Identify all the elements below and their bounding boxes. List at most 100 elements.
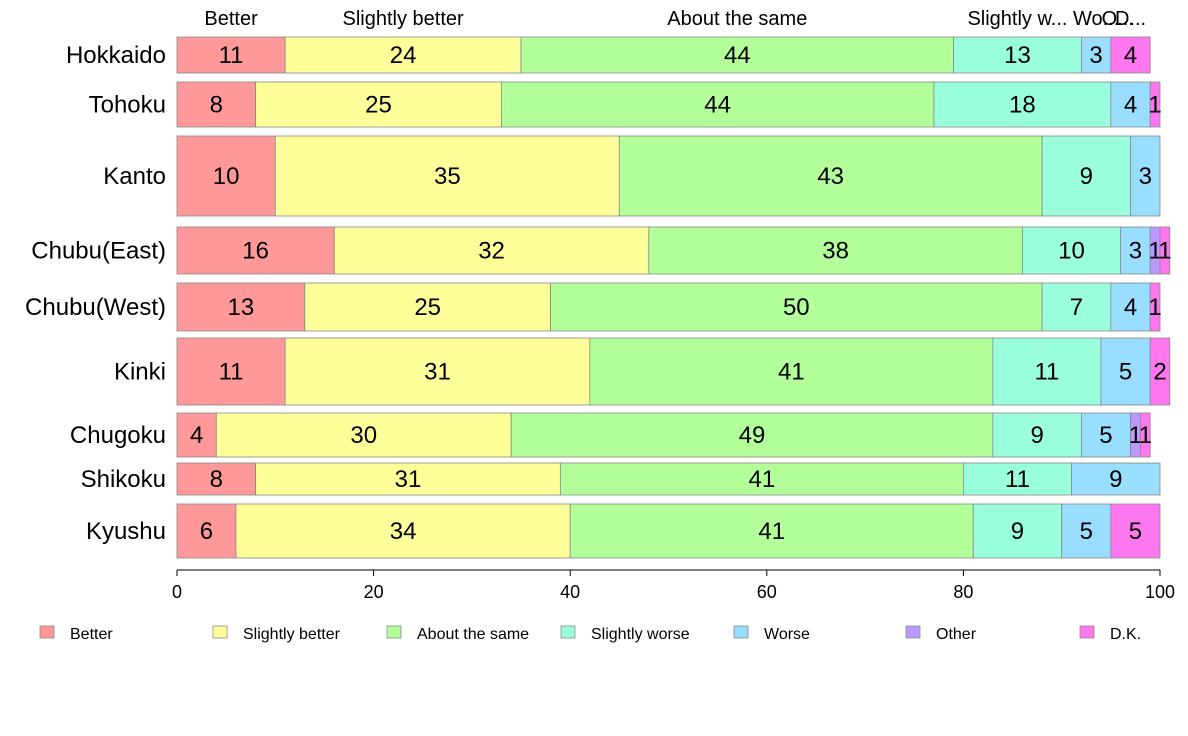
region-label: Chugoku — [70, 422, 166, 449]
data-label: 5 — [1129, 518, 1142, 545]
bar-segment — [500, 81, 935, 128]
data-label: 1 — [1148, 294, 1161, 321]
bar-segment — [648, 226, 1023, 275]
data-label: 31 — [424, 359, 451, 386]
legend-label: Better — [70, 626, 113, 643]
region-label: Tohoku — [89, 92, 166, 119]
data-label: 9 — [1030, 422, 1043, 449]
top-label: Better — [204, 8, 258, 30]
bar-segment — [176, 337, 286, 406]
data-label: 9 — [1080, 163, 1093, 190]
bar-segment — [1149, 282, 1161, 332]
legend-swatch — [1079, 625, 1095, 639]
data-label: 41 — [758, 518, 785, 545]
bar-segment — [618, 135, 1043, 217]
bar-segment — [1080, 36, 1112, 74]
data-label: 1 — [1129, 422, 1142, 449]
region-label: Kyushu — [86, 518, 166, 545]
bar-segment — [176, 503, 237, 559]
data-label: 35 — [434, 163, 461, 190]
bar-row: Chubu(West) 13 25 50 7 4 1 — [25, 282, 1162, 332]
data-label: 30 — [350, 422, 377, 449]
legend-label: Other — [936, 626, 977, 643]
legend-label: Slightly worse — [591, 626, 690, 643]
bar-segment — [520, 36, 954, 74]
data-label: 7 — [1070, 294, 1083, 321]
bar-segment — [1071, 462, 1161, 496]
bar-segment — [255, 462, 561, 496]
bar-segment — [510, 412, 994, 458]
data-label: 10 — [1058, 238, 1085, 265]
data-label: 9 — [1011, 518, 1024, 545]
data-label: 9 — [1109, 466, 1122, 493]
data-label: 32 — [478, 238, 505, 265]
bar-segment — [1080, 412, 1131, 458]
data-label: 1 — [1139, 422, 1152, 449]
data-label: 2 — [1153, 359, 1166, 386]
bar-segment — [1061, 503, 1112, 559]
legend-swatch — [560, 625, 576, 639]
bar-row: Kyushu 6 34 41 9 5 5 — [86, 503, 1161, 559]
bar-segment — [1110, 282, 1151, 332]
data-label: 8 — [210, 466, 223, 493]
bar-segment — [176, 81, 257, 128]
bar-row: Chubu(East) 16 32 38 10 3 11 — [31, 226, 1172, 275]
legend-swatch — [905, 625, 921, 639]
top-label: D... — [1115, 8, 1146, 30]
data-label: 1 — [1148, 238, 1161, 265]
legend-swatch — [733, 625, 749, 639]
legend-label: About the same — [417, 626, 529, 643]
data-label: 41 — [778, 359, 805, 386]
x-tick-label: 40 — [560, 582, 580, 602]
legend-item: About the same — [386, 625, 529, 643]
region-label: Kinki — [114, 359, 166, 386]
bar-segment — [559, 462, 964, 496]
legend-item: D.K. — [1079, 625, 1141, 643]
bar-row: Kanto 10 35 43 9 3 — [103, 135, 1161, 217]
bar-row: Shikoku 8 31 41 11 9 — [81, 462, 1161, 496]
data-label: 25 — [414, 294, 441, 321]
legend-label: Slightly better — [243, 626, 341, 643]
data-label: 38 — [822, 238, 849, 265]
data-label: 41 — [749, 466, 776, 493]
legend-label: Worse — [764, 626, 810, 643]
data-label: 3 — [1129, 238, 1142, 265]
legend-swatch — [212, 625, 228, 639]
data-label: 43 — [817, 163, 844, 190]
bar-segment — [1130, 135, 1161, 217]
data-label: 16 — [242, 238, 269, 265]
bar-segment — [1041, 135, 1131, 217]
data-label: 5 — [1099, 422, 1112, 449]
x-tick-label: 0 — [172, 582, 182, 602]
top-label: Wo... — [1073, 8, 1119, 30]
bar-segment — [992, 412, 1082, 458]
bar-segment — [333, 226, 650, 275]
bar-segment — [1110, 36, 1151, 74]
region-label: Hokkaido — [66, 42, 166, 69]
bar-segment — [235, 503, 571, 559]
bar-segment — [1041, 282, 1112, 332]
bar-segment — [215, 412, 512, 458]
data-label: 18 — [1009, 92, 1036, 119]
legend-item: Better — [39, 625, 113, 643]
data-label: 50 — [783, 294, 810, 321]
x-tick-label: 80 — [953, 582, 973, 602]
legend: Better Slightly better About the same Sligh… — [39, 625, 1141, 643]
top-label: Slightly w... — [967, 8, 1067, 30]
x-tick-label: 60 — [757, 582, 777, 602]
bar-row: Hokkaido 11 24 44 13 3 4 — [66, 36, 1151, 74]
data-label: 11 — [1034, 359, 1059, 386]
bar-segment — [176, 226, 335, 275]
bar-segment — [1139, 412, 1151, 458]
top-label: O... — [1102, 8, 1134, 30]
bar-segment — [963, 462, 1072, 496]
bar-segment — [933, 81, 1112, 128]
top-label: Slightly better — [343, 8, 465, 30]
legend-item: Other — [905, 625, 977, 643]
legend-swatch — [39, 625, 55, 639]
top-label: About the same — [667, 8, 807, 30]
data-label: 3 — [1089, 42, 1102, 69]
bar-segment — [569, 503, 974, 559]
